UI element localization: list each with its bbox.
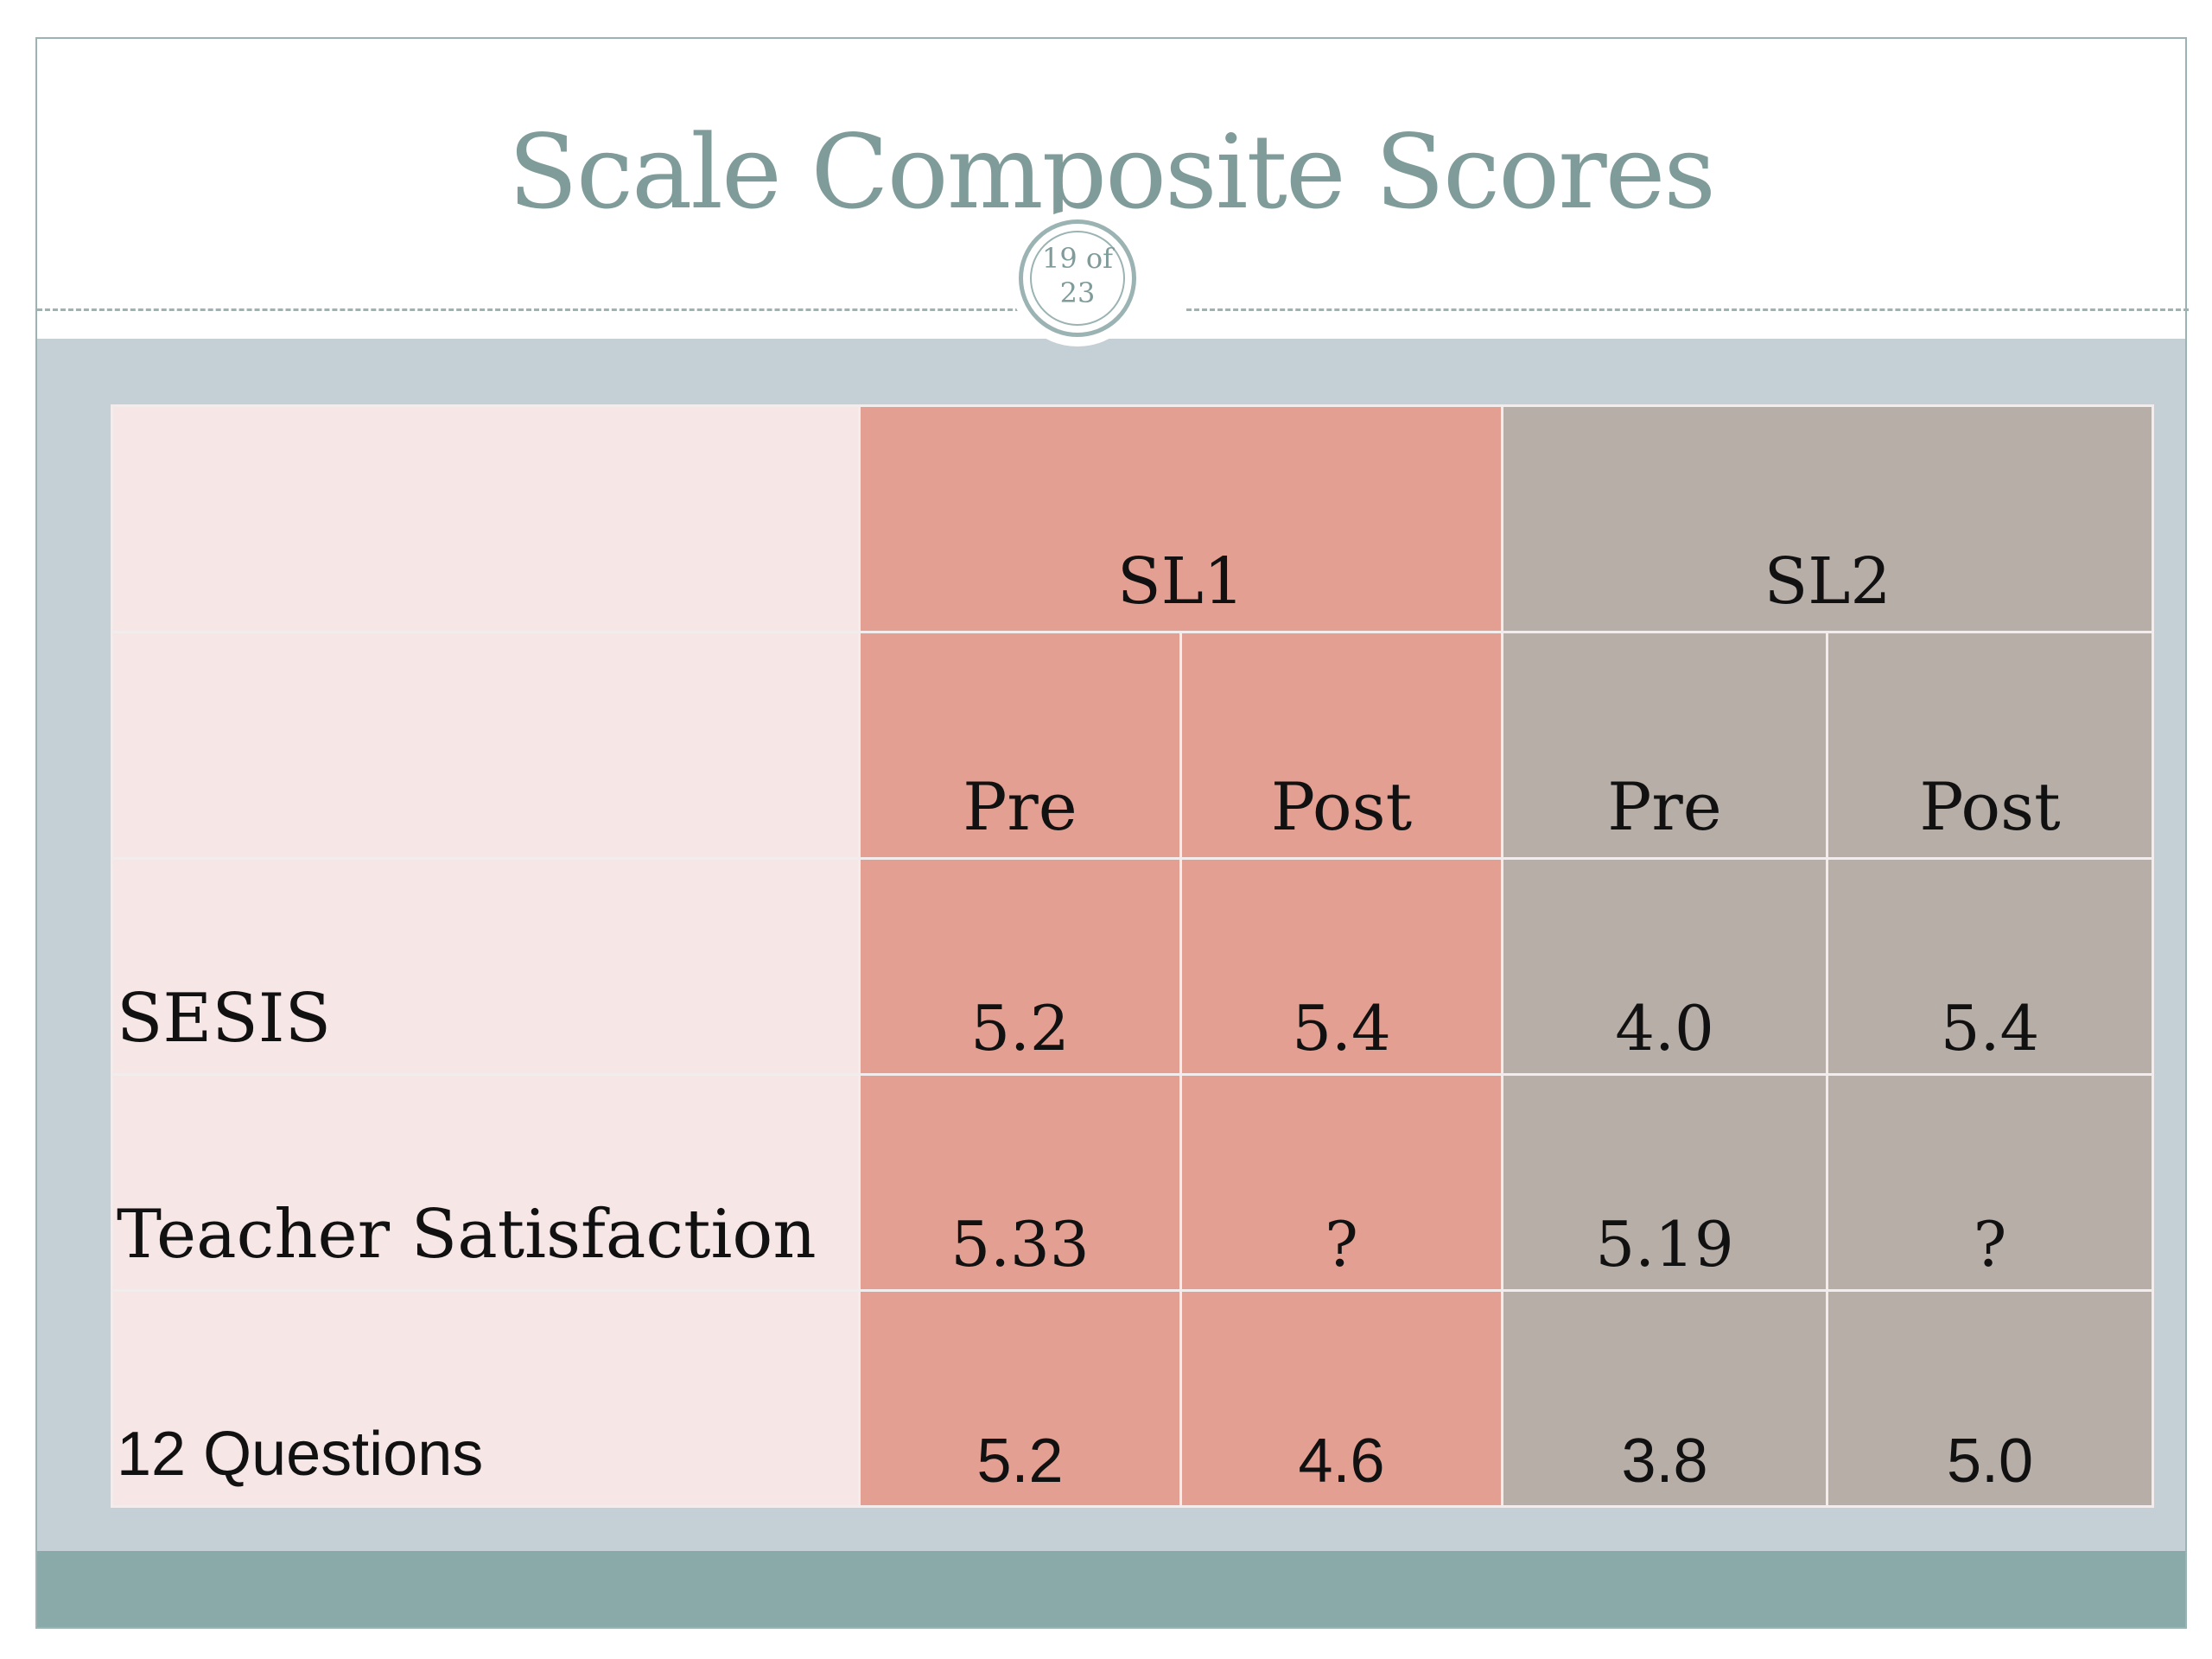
group-header-row: SL1 SL2 xyxy=(111,404,2155,633)
group-header-sl2: SL2 xyxy=(1501,404,2155,633)
value-cell: 5.2 xyxy=(858,857,1182,1076)
group-header-sl1: SL1 xyxy=(857,404,1504,633)
page-number: 19 of 23 xyxy=(1030,231,1125,326)
value-cell: 3.8 xyxy=(1501,1289,1829,1508)
value-cell: ? xyxy=(1826,1073,2155,1292)
value-cell: 5.19 xyxy=(1501,1073,1829,1292)
page-number-total: 23 xyxy=(1059,276,1096,309)
subheader-sl1-post: Post xyxy=(1179,631,1504,860)
page-ring xyxy=(1019,219,1136,337)
subheader-sl2-post: Post xyxy=(1826,631,2155,860)
table-row-sesis: SESIS 5.2 5.4 4.0 5.4 xyxy=(111,857,2155,1076)
scores-table: SL1 SL2 Pre Post Pre Post SESIS 5.2 5.4 … xyxy=(111,404,2155,1508)
row-label: SESIS xyxy=(111,857,861,1076)
subheader-corner-cell xyxy=(111,631,861,860)
row-label: Teacher Satisfaction xyxy=(111,1073,861,1292)
subheader-sl2-pre: Pre xyxy=(1501,631,1829,860)
corner-cell xyxy=(111,404,861,633)
value-cell: 5.4 xyxy=(1826,857,2155,1076)
value-cell: ? xyxy=(1179,1073,1504,1292)
title-divider-left xyxy=(37,308,1044,311)
value-cell: 5.33 xyxy=(858,1073,1182,1292)
slide-title: Scale Composite Scores xyxy=(508,112,1716,232)
subheader-row: Pre Post Pre Post xyxy=(111,631,2155,860)
table-row-12-questions: 12 Questions 5.2 4.6 3.8 5.0 xyxy=(111,1289,2155,1508)
footer-bar xyxy=(37,1551,2185,1627)
value-cell: 4.0 xyxy=(1501,857,1829,1076)
page-number-current: 19 of xyxy=(1042,242,1113,275)
subheader-sl1-pre: Pre xyxy=(858,631,1182,860)
row-label: 12 Questions xyxy=(111,1289,861,1508)
title-divider-right xyxy=(1186,308,2189,311)
value-cell: 5.0 xyxy=(1826,1289,2155,1508)
value-cell: 5.2 xyxy=(858,1289,1182,1508)
value-cell: 5.4 xyxy=(1179,857,1504,1076)
table-row-teacher-satisfaction: Teacher Satisfaction 5.33 ? 5.19 ? xyxy=(111,1073,2155,1292)
value-cell: 4.6 xyxy=(1179,1289,1504,1508)
